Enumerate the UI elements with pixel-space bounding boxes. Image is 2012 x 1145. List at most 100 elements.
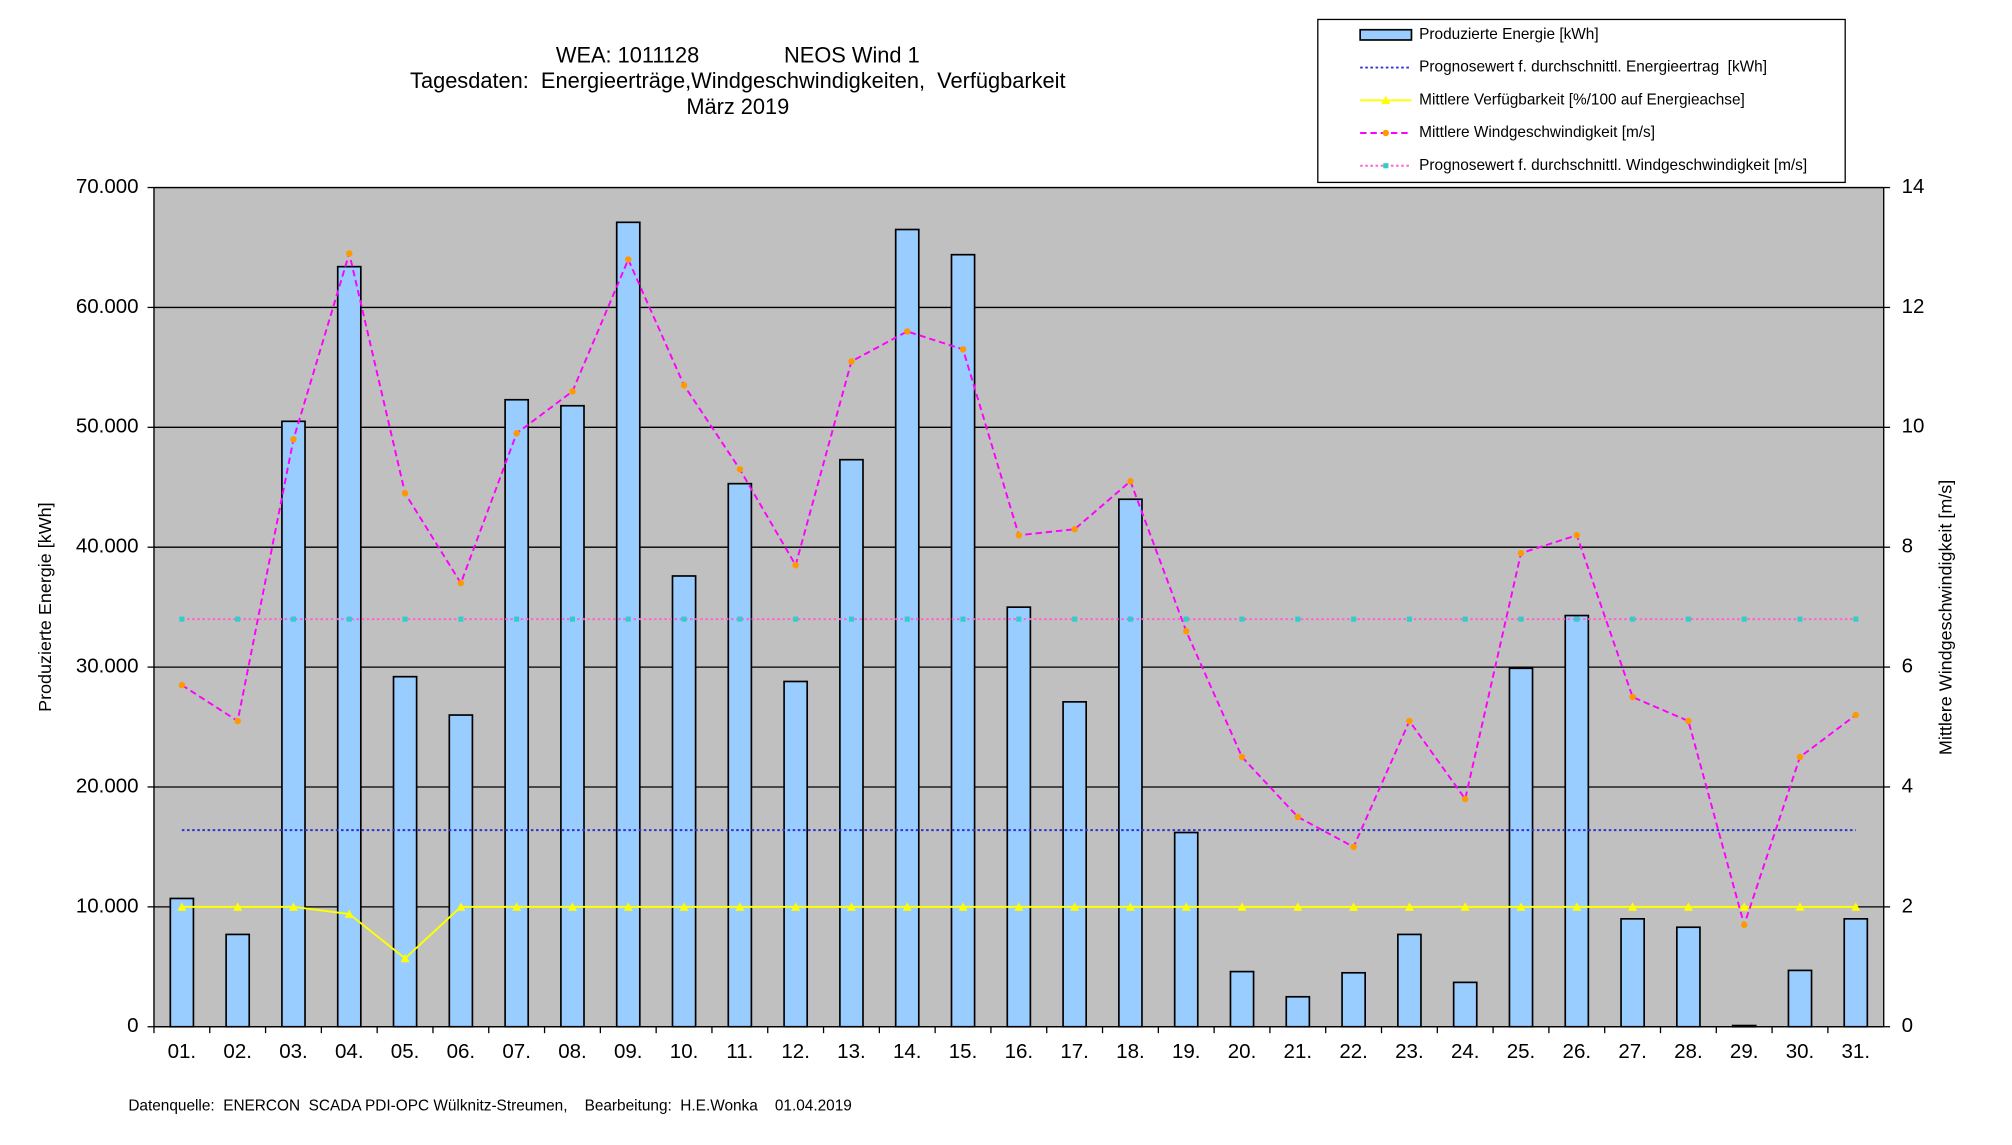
marker [402,616,408,622]
marker [1295,616,1301,622]
marker [1125,902,1135,911]
marker [1239,616,1245,622]
marker [178,681,186,689]
y-tick-label: 70.000 [76,175,139,198]
marker [290,616,297,622]
x-tick-label: 18. [1116,1040,1145,1063]
bar [1508,667,1534,1028]
x-tick-label: 16. [1005,1040,1034,1063]
y2-tick-label: 4 [1902,774,1913,797]
marker [1294,813,1302,821]
marker [1406,616,1412,622]
y-tick-label: 40.000 [76,535,139,558]
marker [458,616,464,622]
marker [737,616,743,622]
marker [848,358,855,365]
x-tick-label: 07. [502,1040,531,1063]
y2-tick-label: 0 [1902,1014,1913,1037]
y-tick-label: 10.000 [76,894,139,917]
marker [346,616,352,622]
marker [1685,616,1691,622]
marker [290,436,297,443]
bar [392,675,418,1028]
x-tick-label: 09. [614,1040,643,1063]
bar [1173,831,1199,1028]
marker [1406,717,1413,725]
chart-title: WEA: 1011128 NEOS Wind 1 [556,42,920,67]
marker [1795,902,1805,911]
x-tick-label: 03. [279,1040,308,1063]
y2-tick-label: 12 [1902,295,1925,318]
marker [1127,616,1133,622]
bar [1787,969,1813,1028]
bar [950,253,976,1028]
x-tick-label: 13. [837,1040,866,1063]
bar [448,714,474,1028]
marker [567,902,577,911]
marker [1739,902,1749,911]
bar [894,228,920,1028]
bar [671,575,697,1028]
marker [346,250,353,257]
marker [1574,616,1580,622]
legend-label: Prognosewert f. durchschnittl. Windgesch… [1419,157,1807,174]
x-tick-label: 17. [1060,1040,1089,1063]
marker [1630,616,1636,622]
marker [1015,532,1023,539]
marker [1014,902,1024,911]
marker [1629,693,1636,701]
x-tick-label: 20. [1228,1040,1257,1063]
marker [456,902,466,911]
marker [179,616,185,622]
marker [1573,532,1581,539]
x-tick-label: 10. [670,1040,699,1063]
marker [1072,616,1078,622]
x-tick-label: 25. [1507,1040,1536,1063]
bar [504,398,530,1028]
marker [846,902,856,911]
marker [791,902,801,911]
marker [960,616,966,622]
marker [680,382,688,389]
legend-label: Mittlere Windgeschwindigkeit [m/s] [1419,124,1655,141]
marker [400,953,410,963]
y2-tick-label: 8 [1902,535,1913,558]
x-tick-label: 22. [1339,1040,1368,1063]
x-tick-label: 21. [1284,1040,1313,1063]
y2-axis-label: Mittlere Windgeschwindigkeit [m/s] [1935,480,1955,755]
marker [288,902,298,911]
y-tick-label: 50.000 [76,415,139,438]
bar [560,404,585,1028]
x-tick-label: 27. [1618,1040,1647,1063]
marker [1741,616,1747,622]
marker [1460,902,1470,911]
bar [1006,606,1032,1028]
marker [1797,616,1803,622]
x-tick-label: 31. [1842,1040,1871,1063]
marker [1516,902,1526,911]
bar [1620,918,1645,1028]
bar [1843,918,1869,1028]
marker [902,902,912,911]
bar [839,458,864,1028]
marker [1237,902,1247,911]
y-axis-label: Produzierte Energie [kWh] [35,502,55,712]
x-tick-label: 29. [1730,1040,1759,1063]
legend-label: Prognosewert f. durchschnittl. Energieer… [1419,59,1767,76]
marker [1181,902,1191,911]
marker [1852,711,1859,719]
x-tick-label: 05. [391,1040,420,1063]
marker [1070,902,1080,911]
marker [1462,616,1468,622]
marker [1351,616,1357,622]
marker [234,717,241,725]
marker [1071,526,1078,533]
marker [958,902,968,911]
x-tick-label: 08. [558,1040,587,1063]
bar [1676,926,1701,1028]
bar [1118,498,1143,1028]
x-tick-label: 06. [447,1040,476,1063]
y2-tick-label: 14 [1902,175,1925,198]
bar [1397,933,1422,1028]
y2-tick-label: 2 [1902,894,1913,917]
